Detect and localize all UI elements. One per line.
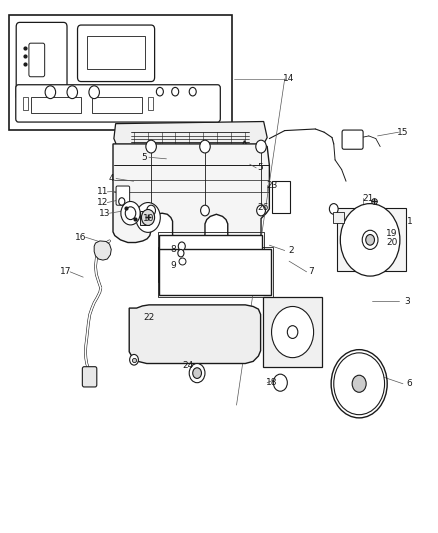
Circle shape <box>178 242 185 251</box>
Text: 5: 5 <box>141 153 148 161</box>
Bar <box>87 36 145 69</box>
Circle shape <box>121 201 140 225</box>
Text: 7: 7 <box>308 268 314 276</box>
Text: 1: 1 <box>406 217 413 225</box>
FancyBboxPatch shape <box>342 130 363 149</box>
Text: 23: 23 <box>266 181 277 190</box>
Circle shape <box>130 354 138 365</box>
Text: 9: 9 <box>170 261 176 270</box>
Bar <box>158 232 264 282</box>
Bar <box>23 97 28 110</box>
Text: 6: 6 <box>406 379 413 388</box>
Circle shape <box>89 86 99 99</box>
Text: 14: 14 <box>283 75 295 83</box>
Circle shape <box>257 205 265 216</box>
Bar <box>140 211 149 225</box>
Text: 22: 22 <box>143 313 155 321</box>
Circle shape <box>141 209 155 225</box>
Circle shape <box>178 249 184 257</box>
Circle shape <box>256 140 266 153</box>
Text: 20: 20 <box>386 238 398 247</box>
Circle shape <box>67 86 78 99</box>
Text: 5: 5 <box>258 164 264 172</box>
Text: 26: 26 <box>257 204 268 212</box>
Text: 10: 10 <box>143 214 155 223</box>
Text: 24: 24 <box>183 361 194 369</box>
Circle shape <box>146 140 156 153</box>
Text: 13: 13 <box>99 209 111 217</box>
Circle shape <box>189 364 205 383</box>
Text: 3: 3 <box>404 297 410 305</box>
Circle shape <box>201 205 209 216</box>
Text: 8: 8 <box>170 245 176 254</box>
Circle shape <box>272 306 314 358</box>
Polygon shape <box>129 305 261 364</box>
Text: 4: 4 <box>109 174 114 183</box>
Circle shape <box>200 140 210 153</box>
Bar <box>31 97 81 113</box>
Bar <box>333 212 344 223</box>
Text: 17: 17 <box>60 268 71 276</box>
Bar <box>92 97 142 113</box>
Circle shape <box>362 230 378 249</box>
Bar <box>159 235 262 280</box>
Circle shape <box>45 86 56 99</box>
Circle shape <box>156 87 163 96</box>
Polygon shape <box>94 241 111 260</box>
Circle shape <box>172 87 179 96</box>
Circle shape <box>329 204 338 214</box>
Text: 19: 19 <box>386 229 398 238</box>
Circle shape <box>366 235 374 245</box>
Text: 2: 2 <box>289 246 294 255</box>
Bar <box>148 97 153 110</box>
Text: 11: 11 <box>97 188 109 196</box>
Circle shape <box>147 205 155 216</box>
FancyBboxPatch shape <box>78 25 155 82</box>
Circle shape <box>352 375 366 392</box>
FancyBboxPatch shape <box>82 367 97 387</box>
Circle shape <box>334 353 385 415</box>
Circle shape <box>273 374 287 391</box>
Polygon shape <box>114 122 267 163</box>
Bar <box>263 297 322 367</box>
Polygon shape <box>113 144 269 245</box>
Bar <box>158 247 273 297</box>
Text: 16: 16 <box>75 233 87 241</box>
Circle shape <box>287 326 298 338</box>
Circle shape <box>189 87 196 96</box>
Circle shape <box>119 198 125 205</box>
Text: 18: 18 <box>266 378 277 387</box>
FancyBboxPatch shape <box>16 85 220 122</box>
Bar <box>9 15 232 130</box>
Circle shape <box>193 368 201 378</box>
FancyBboxPatch shape <box>16 22 67 100</box>
FancyBboxPatch shape <box>29 43 45 77</box>
Bar <box>159 249 271 295</box>
Text: 21: 21 <box>362 194 374 203</box>
Bar <box>337 208 406 271</box>
Circle shape <box>125 207 136 220</box>
Circle shape <box>340 204 400 276</box>
Text: 15: 15 <box>397 128 409 136</box>
FancyBboxPatch shape <box>116 186 130 205</box>
Circle shape <box>136 203 160 232</box>
Bar <box>272 181 290 213</box>
Text: 12: 12 <box>97 198 109 207</box>
